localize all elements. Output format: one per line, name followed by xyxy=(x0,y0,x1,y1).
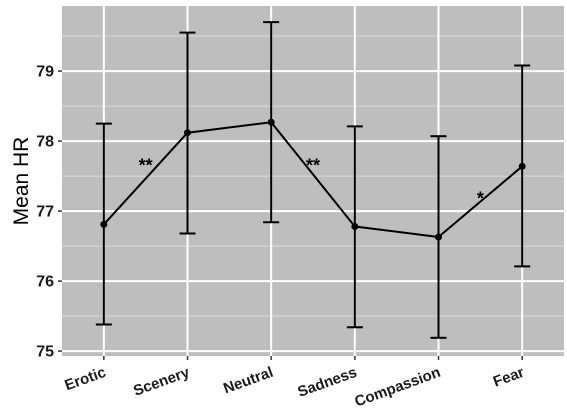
significance-marker: ** xyxy=(306,156,320,176)
y-tick-labels: 75 76 77 78 79 xyxy=(36,64,54,361)
axis-ticks xyxy=(58,70,523,360)
y-tick-label: 76 xyxy=(36,274,54,291)
data-point xyxy=(267,118,275,126)
significance-marker: * xyxy=(477,189,484,209)
series-line xyxy=(103,121,523,238)
minor-gridlines xyxy=(62,35,564,317)
data-point xyxy=(100,220,108,228)
y-axis-label: Mean HR xyxy=(10,137,33,226)
y-tick-label: 77 xyxy=(36,204,54,221)
significance-annotations: ** *** xyxy=(139,156,484,209)
data-point xyxy=(184,129,191,137)
y-tick-label: 75 xyxy=(36,344,54,361)
plot-panel xyxy=(62,6,564,356)
data-point xyxy=(518,162,526,170)
y-tick-label: 78 xyxy=(36,134,54,151)
series-group xyxy=(100,118,526,241)
significance-marker: ** xyxy=(139,156,153,176)
data-point xyxy=(435,233,442,241)
y-tick-label: 79 xyxy=(36,64,54,81)
data-point xyxy=(351,223,359,230)
